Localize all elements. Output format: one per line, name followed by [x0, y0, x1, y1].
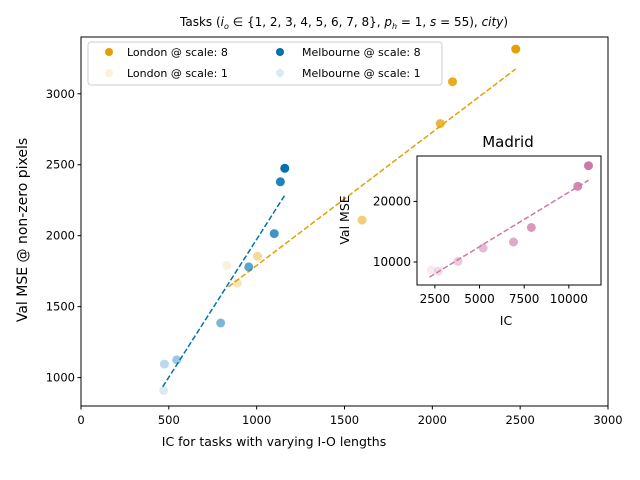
trend-line: [228, 68, 517, 288]
chart-title: Tasks (io ∈ {1, 2, 3, 4, 5, 6, 7, 8}, ph…: [179, 15, 508, 31]
data-point: [526, 222, 536, 232]
main-axes-frame: [80, 36, 609, 407]
legend-label: London @ scale: 1: [127, 67, 228, 80]
y-tick-label: 1000: [46, 371, 75, 385]
legend: London @ scale: 8 London @ scale: 1 Melb…: [87, 41, 443, 86]
data-point: [435, 119, 445, 129]
legend-marker: [105, 48, 113, 56]
data-point: [508, 237, 518, 247]
data-point: [448, 77, 458, 87]
inset-axes-frame: [416, 155, 602, 286]
data-point: [478, 243, 488, 253]
x-tick-label: 2500: [420, 292, 451, 306]
x-tick-label: 500: [158, 413, 180, 427]
legend-label: London @ scale: 8: [127, 46, 228, 59]
inset-chart: Madrid 2500 5000 7500 10000 10000 20000 IC V…: [337, 133, 602, 328]
x-tick-label: 2500: [506, 413, 535, 427]
x-tick-label: 5000: [464, 292, 495, 306]
y-tick-label: 2000: [46, 229, 75, 243]
x-tick-label: 3000: [593, 413, 622, 427]
legend-entry: London @ scale: 8: [105, 46, 228, 59]
data-point: [159, 359, 169, 369]
inset-x-axis: 2500 5000 7500 10000: [420, 285, 588, 306]
y-tick-label: 10000: [373, 255, 411, 269]
data-point: [280, 163, 290, 173]
legend-label: Melbourne @ scale: 8: [302, 46, 421, 59]
main-plot-area: [159, 44, 521, 395]
x-tick-label: 1000: [242, 413, 271, 427]
data-point: [269, 229, 279, 239]
legend-entry: Melbourne @ scale: 8: [276, 46, 421, 59]
x-axis-label: IC for tasks with varying I-O lengths: [162, 434, 386, 449]
inset-x-axis-label: IC: [500, 313, 513, 328]
trend-line: [429, 179, 589, 278]
y-tick-label: 2500: [46, 158, 75, 172]
legend-marker: [276, 69, 284, 77]
data-point: [426, 265, 436, 275]
legend-marker: [276, 48, 284, 56]
data-point: [222, 260, 232, 270]
data-point: [172, 355, 182, 365]
data-point: [583, 161, 593, 171]
y-tick-label: 3000: [46, 87, 75, 101]
main-x-axis: 0 500 1000 1500 2000 2500 3000: [77, 406, 623, 427]
legend-entry: London @ scale: 1: [105, 67, 228, 80]
data-point: [511, 44, 521, 54]
inset-y-axis: 10000 20000: [373, 194, 417, 269]
data-point: [159, 385, 169, 395]
legend-marker: [105, 69, 113, 77]
y-axis-label: Val MSE @ non-zero pixels: [15, 138, 31, 322]
legend-frame: [87, 41, 443, 86]
data-point: [244, 262, 254, 272]
y-tick-label: 1500: [46, 300, 75, 314]
data-point: [253, 251, 263, 261]
main-chart: Tasks (io ∈ {1, 2, 3, 4, 5, 6, 7, 8}, ph…: [15, 15, 623, 449]
inset-y-axis-label: Val MSE: [337, 195, 352, 244]
inset-background: [417, 156, 601, 285]
data-point: [357, 215, 367, 225]
x-tick-label: 10000: [550, 292, 588, 306]
x-tick-label: 2000: [418, 413, 447, 427]
data-point: [216, 318, 226, 328]
legend-label: Melbourne @ scale: 1: [302, 67, 421, 80]
x-tick-label: 7500: [509, 292, 540, 306]
trend-line: [162, 194, 286, 388]
y-tick-label: 20000: [373, 194, 411, 208]
data-point: [275, 177, 285, 187]
main-y-axis: 1000 1500 2000 2500 3000: [46, 87, 81, 385]
x-tick-label: 1500: [330, 413, 359, 427]
x-tick-label: 0: [77, 413, 84, 427]
legend-entry: Melbourne @ scale: 1: [276, 67, 421, 80]
inset-plot-area: [426, 161, 593, 278]
inset-title: Madrid: [482, 133, 534, 151]
